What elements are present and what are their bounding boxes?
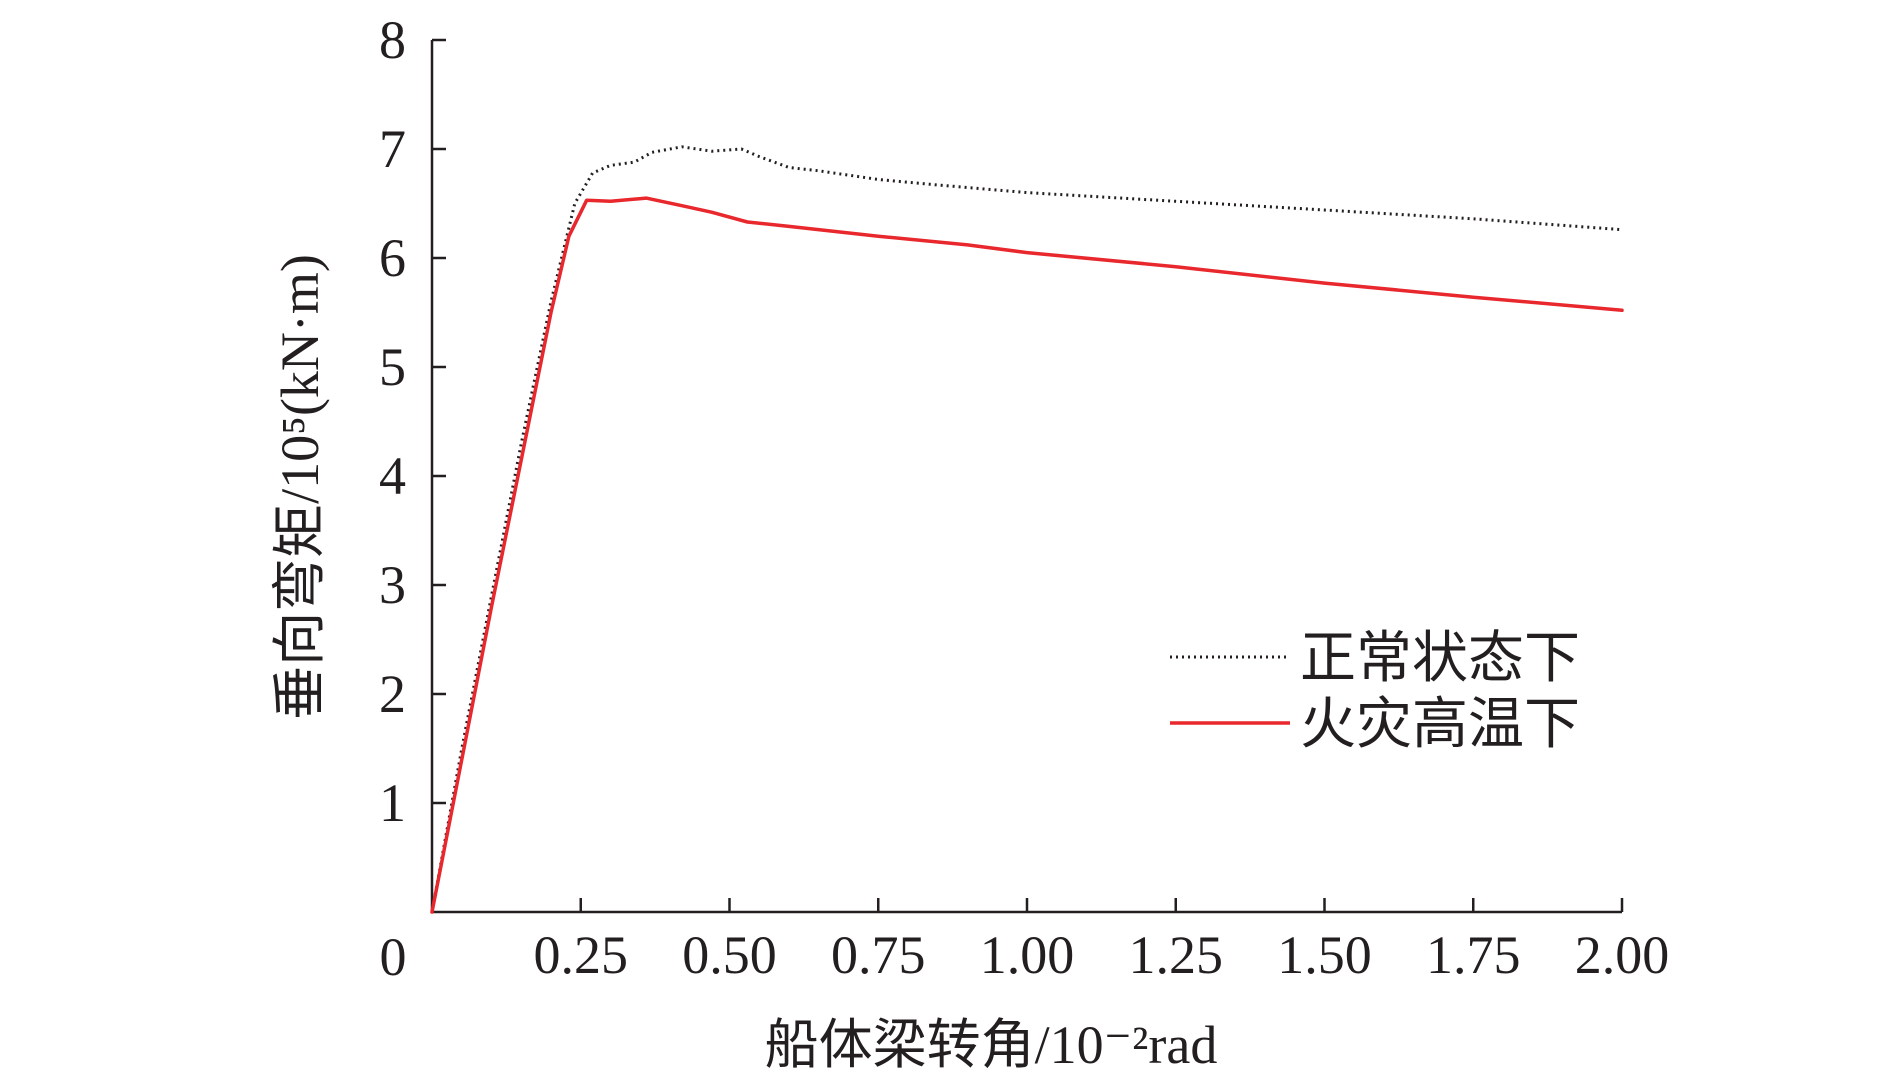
y-tick-label: 8 [379,10,406,70]
series-layer [430,145,1624,914]
series-line-2 [430,196,1624,914]
legend-label-2: 火灾高温下 [1300,694,1580,756]
x-tick-label: 2.00 [1575,925,1670,985]
y-tick-label: 7 [379,119,406,179]
y-tick-label: 1 [379,773,406,833]
y-tick-label: 3 [379,555,406,615]
y-axis-title: 垂向弯矩/10⁵(kN·m) [270,254,330,720]
y-tick-label: 4 [379,446,406,506]
x-tick-label: 0.75 [831,925,926,985]
legend-label-1: 正常状态下 [1300,628,1580,690]
x-tick-label: 1.00 [980,925,1075,985]
y-tick-label: 6 [379,228,406,288]
x-tick-label: 1.75 [1426,925,1521,985]
x-tick-label: 0.50 [682,925,777,985]
y-tick-label: 2 [379,664,406,724]
x-tick-label: 1.50 [1277,925,1372,985]
series-line-1 [430,145,1623,913]
x-tick-label: 0.25 [534,925,629,985]
origin-tick-label: 0 [380,927,407,987]
y-tick-label: 5 [379,337,406,397]
axes-layer: 1 2 3 4 5 6 7 8 0.25 0.50 0.75 1.00 1.25 1.50 1.75 2.00 [379,10,1669,985]
axis-titles: 船体梁转角/10⁻²rad 垂向弯矩/10⁵(kN·m) 0 [270,254,1218,1075]
x-axis-title: 船体梁转角/10⁻²rad [765,1015,1218,1073]
x-tick-label: 1.25 [1129,925,1224,985]
